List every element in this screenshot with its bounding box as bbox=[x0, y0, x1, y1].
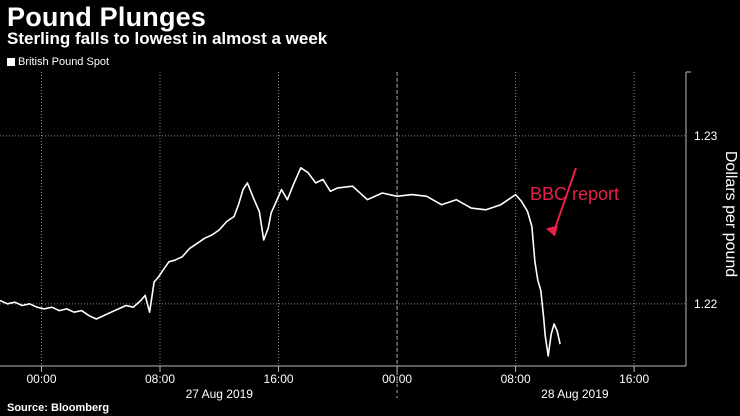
annotation-arrow-head bbox=[545, 225, 558, 237]
y-axis-label: Dollars per pound bbox=[722, 151, 739, 277]
x-tick-label: 16:00 bbox=[264, 372, 294, 386]
x-date-label: 28 Aug 2019 bbox=[541, 387, 609, 401]
series-line bbox=[0, 167, 561, 357]
chart-title: Pound Plunges bbox=[7, 2, 207, 32]
x-date-label: 27 Aug 2019 bbox=[186, 387, 254, 401]
annotation-arrow-line bbox=[552, 167, 577, 232]
x-tick-label: 08:00 bbox=[145, 372, 175, 386]
annotation-label: BBC report bbox=[530, 184, 619, 204]
legend-swatch bbox=[7, 58, 15, 66]
source-note: Source: Bloomberg bbox=[7, 402, 110, 414]
legend-label: British Pound Spot bbox=[18, 56, 110, 68]
y-tick-label: 1.22 bbox=[694, 297, 718, 311]
y-tick-label: 1.23 bbox=[694, 129, 718, 143]
chart-subtitle: Sterling falls to lowest in almost a wee… bbox=[7, 29, 328, 48]
x-tick-label: 08:00 bbox=[501, 372, 531, 386]
x-tick-label: 16:00 bbox=[619, 372, 649, 386]
legend: British Pound Spot bbox=[7, 56, 109, 68]
x-tick-label: 00:00 bbox=[26, 372, 56, 386]
